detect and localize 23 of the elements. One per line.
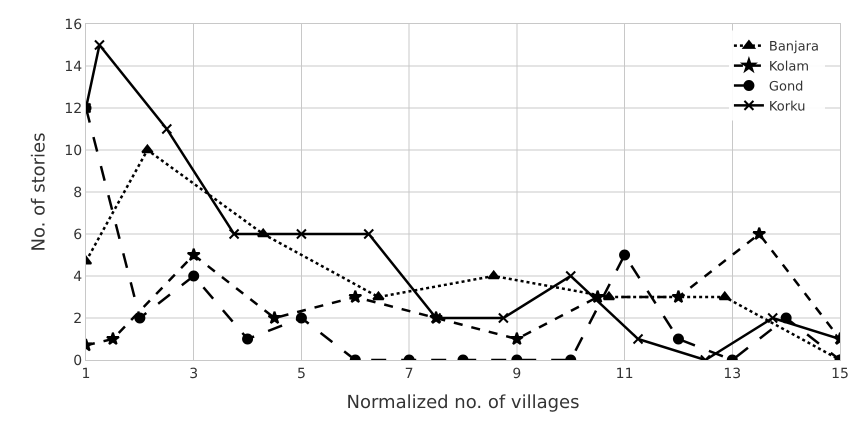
- legend-label: Korku: [768, 99, 806, 114]
- y-axis-title: No. of stories: [28, 132, 50, 252]
- y-tick-label: 12: [64, 100, 82, 117]
- y-tick-label: 6: [73, 226, 82, 243]
- legend-label: Banjara: [768, 40, 819, 55]
- x-tick-label: 9: [512, 366, 522, 382]
- x-tick-label: 13: [723, 366, 742, 382]
- x-tick-label: 5: [296, 366, 306, 382]
- y-tick-label: 8: [73, 184, 82, 201]
- y-tick-label: 2: [73, 310, 82, 327]
- legend-label: Kolam: [768, 60, 809, 75]
- x-axis-title: Normalized no. of villages: [346, 392, 580, 413]
- y-tick-label: 0: [73, 352, 82, 369]
- x-tick-label: 15: [831, 366, 849, 382]
- x-tick-label: 7: [404, 366, 414, 382]
- x-tick-label: 11: [616, 366, 634, 382]
- x-tick-label: 3: [189, 366, 198, 382]
- y-tick-label: 14: [64, 58, 82, 75]
- x-tick-label: 1: [82, 366, 90, 382]
- y-tick-label: 16: [64, 16, 82, 33]
- y-tick-label: 4: [73, 268, 82, 285]
- y-tick-label: 10: [64, 142, 82, 159]
- legend-label: Gond: [768, 80, 804, 95]
